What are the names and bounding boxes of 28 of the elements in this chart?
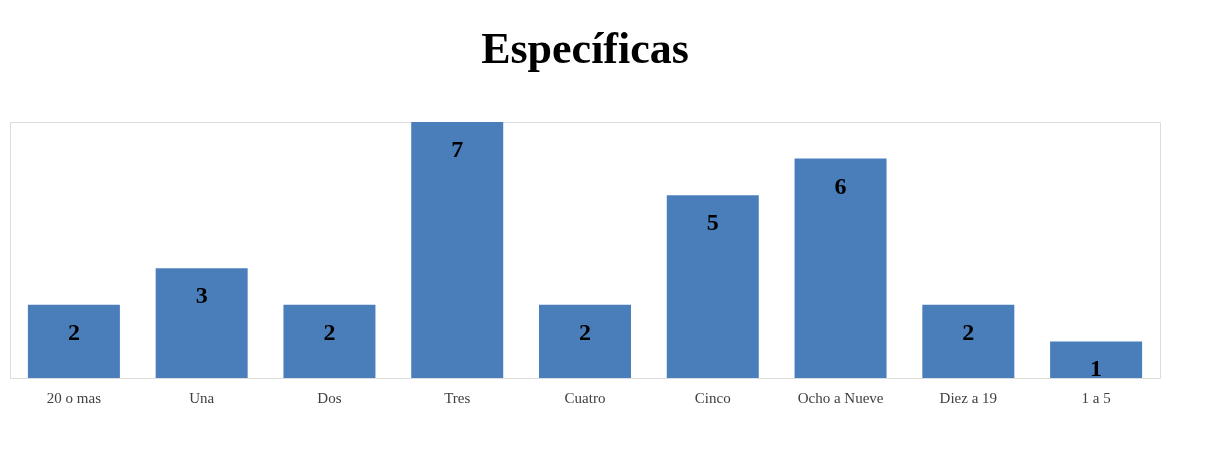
chart-title: Específicas: [481, 24, 689, 73]
data-label: 7: [451, 136, 464, 162]
data-label: 1: [1090, 355, 1103, 382]
x-tick-label: Ocho a Nueve: [797, 389, 884, 406]
data-label: 2: [323, 318, 336, 345]
bar: [794, 158, 887, 378]
bar: [155, 268, 248, 378]
bar: [922, 304, 1015, 378]
data-label: 3: [195, 282, 208, 309]
x-tick-label: Cuatro: [564, 389, 606, 406]
data-label: 2: [579, 318, 591, 345]
x-tick-label: Una: [189, 389, 215, 406]
x-tick-label: 1 a 5: [1081, 389, 1111, 406]
x-tick-label: Cinco: [694, 389, 731, 406]
data-label: 2: [67, 318, 80, 345]
data-label: 5: [706, 209, 719, 236]
bar: [411, 122, 504, 378]
data-label: 6: [834, 172, 847, 199]
x-tick-label: 20 o mas: [46, 389, 102, 406]
bar: [27, 304, 120, 378]
x-tick-label: Diez a 19: [939, 389, 998, 406]
bar: [1050, 341, 1143, 378]
bar: [666, 195, 759, 378]
bar: [283, 304, 376, 378]
x-tick-label: Dos: [317, 389, 342, 406]
bar: [539, 304, 631, 378]
data-label: 2: [962, 318, 975, 345]
x-tick-label: Tres: [444, 389, 471, 406]
